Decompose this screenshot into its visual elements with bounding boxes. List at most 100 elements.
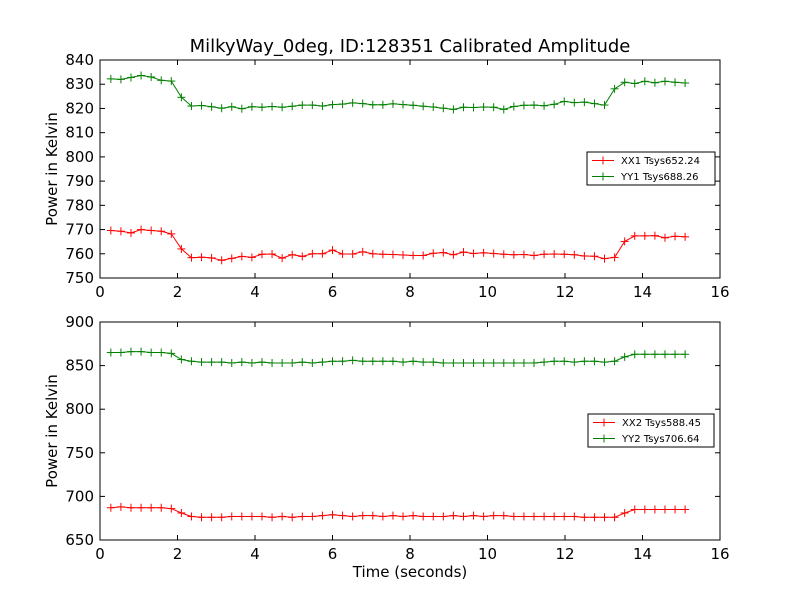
- data-point: [459, 103, 468, 112]
- data-point: [409, 251, 418, 260]
- x-tick-label: 0: [95, 545, 105, 563]
- data-point: [590, 357, 599, 366]
- data-point: [671, 505, 680, 514]
- data-point: [509, 102, 518, 111]
- data-point: [660, 350, 669, 359]
- series-line-2: [110, 74, 686, 110]
- y-tick-label: 750: [65, 444, 94, 462]
- data-point: [278, 512, 287, 521]
- y-tick-label: 780: [65, 196, 94, 214]
- data-point: [237, 512, 246, 521]
- legend-label: XX2 Tsys588.45: [622, 418, 701, 429]
- data-point: [489, 249, 498, 258]
- data-point: [449, 511, 458, 520]
- data-point: [197, 101, 206, 110]
- data-point: [147, 226, 156, 235]
- data-point: [147, 72, 156, 81]
- data-point: [439, 104, 448, 113]
- data-point: [660, 505, 669, 514]
- data-point: [409, 357, 418, 366]
- x-tick-label: 14: [633, 545, 652, 563]
- data-point: [328, 510, 337, 519]
- data-point: [429, 249, 438, 258]
- data-point: [499, 358, 508, 367]
- x-tick-label: 6: [328, 545, 338, 563]
- data-point: [429, 358, 438, 367]
- data-point: [620, 508, 629, 517]
- x-tick-label: 10: [478, 283, 497, 301]
- data-point: [419, 251, 428, 260]
- data-point: [610, 513, 619, 522]
- data-point: [167, 229, 176, 238]
- data-point: [388, 357, 397, 366]
- y-tick-label: 810: [65, 124, 94, 142]
- data-point: [439, 358, 448, 367]
- x-tick-label: 12: [555, 283, 574, 301]
- data-point: [640, 77, 649, 86]
- data-point: [449, 105, 458, 114]
- data-point: [469, 358, 478, 367]
- data-point: [560, 97, 569, 106]
- data-point: [399, 250, 408, 259]
- data-point: [610, 357, 619, 366]
- data-point: [479, 512, 488, 521]
- data-point: [116, 75, 125, 84]
- data-point: [600, 358, 609, 367]
- data-point: [429, 512, 438, 521]
- data-point: [328, 246, 337, 255]
- data-point: [116, 348, 125, 357]
- data-point: [580, 98, 589, 107]
- data-point: [368, 249, 377, 258]
- data-point: [237, 252, 246, 261]
- data-point: [288, 250, 297, 259]
- data-point: [318, 358, 327, 367]
- data-point: [116, 227, 125, 236]
- data-point: [550, 357, 559, 366]
- data-point: [207, 253, 216, 262]
- data-point: [348, 356, 357, 365]
- x-tick-label: 2: [173, 545, 183, 563]
- data-point: [157, 76, 166, 85]
- data-point: [298, 358, 307, 367]
- data-point: [650, 350, 659, 359]
- data-point: [207, 358, 216, 367]
- data-point: [187, 357, 196, 366]
- data-point: [489, 358, 498, 367]
- y-tick-label: 820: [65, 99, 94, 117]
- data-point: [530, 358, 538, 367]
- data-point: [227, 102, 236, 111]
- y-tick-label: 750: [65, 269, 94, 287]
- data-point: [288, 358, 297, 367]
- data-point: [419, 512, 428, 521]
- legend-1: XX1 Tsys652.24 YY1 Tsys688.26: [586, 151, 716, 186]
- data-point: [157, 503, 166, 512]
- plot-2: 0 2 4 6 8 10 12 14 16 650 700 750 800 850 900 Power in …: [43, 313, 730, 581]
- data-point: [257, 358, 266, 367]
- data-point: [580, 251, 589, 260]
- data-point: [620, 78, 629, 87]
- data-point: [217, 513, 226, 522]
- y-tick-label: 800: [65, 400, 94, 418]
- data-point: [157, 348, 166, 357]
- data-point: [509, 250, 518, 259]
- data-point: [187, 253, 196, 262]
- data-point: [550, 512, 559, 521]
- data-point: [630, 350, 639, 359]
- data-point: [650, 78, 659, 87]
- data-point: [540, 512, 549, 521]
- data-point: [187, 512, 196, 521]
- data-point: [328, 357, 337, 366]
- data-point: [550, 100, 559, 109]
- data-point: [489, 103, 498, 112]
- data-point: [519, 358, 528, 367]
- data-point: [640, 505, 649, 514]
- data-point: [368, 511, 377, 520]
- data-point: [247, 358, 256, 367]
- data-point: [469, 103, 478, 112]
- data-point: [671, 350, 680, 359]
- data-point: [207, 102, 216, 111]
- data-point: [489, 511, 498, 520]
- data-point: [610, 84, 619, 93]
- data-point: [268, 513, 277, 522]
- data-point: [580, 513, 589, 522]
